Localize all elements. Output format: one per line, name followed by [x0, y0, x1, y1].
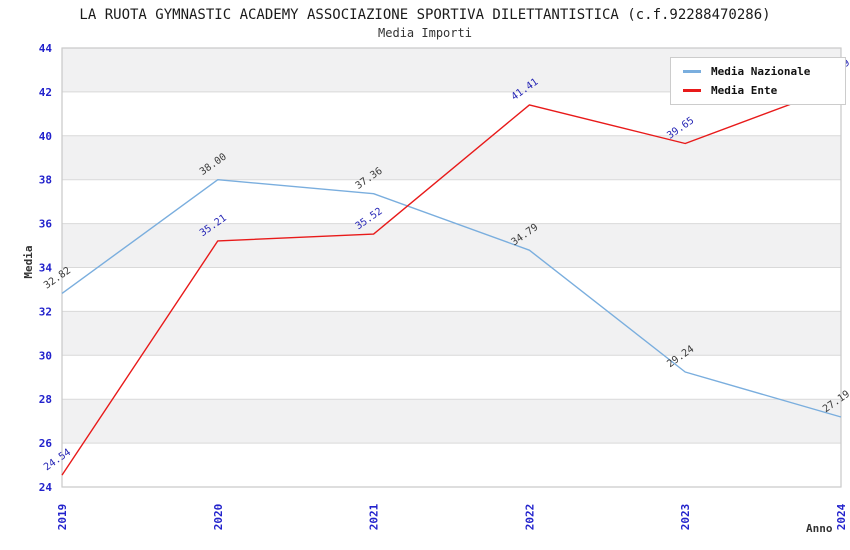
y-tick-label: 30	[39, 349, 52, 362]
plot-band	[62, 223, 841, 268]
x-axis-title: Anno	[806, 522, 833, 535]
x-tick-label: 2023	[679, 504, 692, 531]
plot-band	[62, 311, 841, 356]
y-tick-label: 40	[39, 130, 52, 143]
chart-title: LA RUOTA GYMNASTIC ACADEMY ASSOCIAZIONE …	[79, 7, 771, 23]
x-tick-label: 2024	[835, 503, 848, 530]
x-tick-label: 2020	[212, 504, 225, 531]
x-tick-label: 2022	[523, 504, 536, 531]
y-tick-label: 42	[39, 86, 52, 99]
plot-band	[62, 355, 841, 400]
x-tick-label: 2021	[368, 503, 381, 530]
x-tick-label: 2019	[56, 504, 69, 531]
legend-swatch-ente-icon	[683, 89, 701, 92]
y-tick-label: 36	[39, 218, 53, 231]
y-tick-label: 26	[39, 437, 53, 450]
series-line-media-ente	[61, 84, 842, 476]
y-tick-label: 44	[39, 42, 53, 55]
y-tick-label: 34	[39, 262, 53, 275]
y-tick-label: 24	[39, 481, 53, 494]
y-tick-label: 32	[39, 305, 52, 318]
chart-subtitle: Media Importi	[378, 26, 472, 40]
plot-band	[62, 179, 841, 224]
legend-label-ente: Media Ente	[711, 84, 778, 97]
legend-item-media-ente: Media Ente	[683, 84, 835, 97]
legend-swatch-nazionale-icon	[683, 70, 701, 73]
plot-band	[62, 443, 841, 487]
y-tick-label: 28	[39, 393, 52, 406]
plot-border	[61, 47, 842, 488]
y-axis-title: Media	[22, 245, 35, 279]
legend-item-media-nazionale: Media Nazionale	[683, 65, 835, 78]
legend-label-nazionale: Media Nazionale	[711, 65, 811, 78]
legend: Media Nazionale Media Ente	[670, 57, 846, 105]
series-line-media-nazionale	[61, 178, 842, 418]
plot-band	[62, 399, 841, 444]
plot-band	[62, 267, 841, 312]
plot-band	[62, 135, 841, 180]
y-tick-label: 38	[39, 174, 52, 187]
